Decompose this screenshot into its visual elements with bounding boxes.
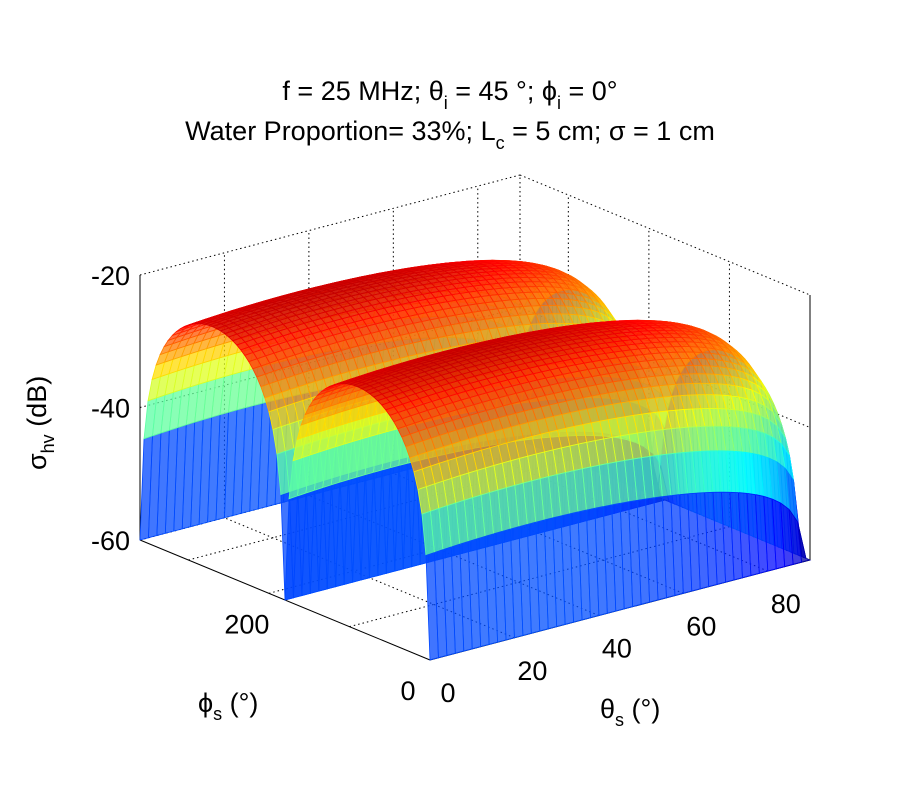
y-tick-label: 60 (686, 611, 716, 641)
title-line-1: f = 25 MHz; θi = 45 °; ϕi = 0° (282, 76, 617, 113)
grid-theta-line (224, 517, 515, 639)
y-axis-label: θs (°) (600, 694, 660, 730)
surface-patch (425, 552, 439, 661)
z-tick-label: -40 (91, 394, 130, 424)
x-axis-label: ϕs (°) (198, 688, 258, 724)
title-line-2: Water Proportion= 33%; Lc = 5 cm; σ = 1 … (185, 116, 715, 153)
z-axis-label: σhv (dB) (22, 376, 58, 470)
x-tick-label: 200 (224, 609, 269, 639)
grid-top-edge (519, 174, 811, 296)
tick-labels: -20 -40 -60 0 200 0 20 40 60 80 (91, 261, 801, 708)
y-tick-label: 20 (517, 656, 547, 686)
x-tick-label: 0 (400, 676, 415, 706)
z-tick-label: -20 (91, 261, 130, 291)
z-tick-label: -60 (91, 526, 130, 556)
y-tick-label: 40 (602, 634, 632, 664)
surface-mesh (139, 259, 812, 661)
grid-top-edge (139, 174, 521, 276)
y-tick-label: 80 (771, 589, 801, 619)
y-tick-label: 0 (440, 678, 455, 708)
